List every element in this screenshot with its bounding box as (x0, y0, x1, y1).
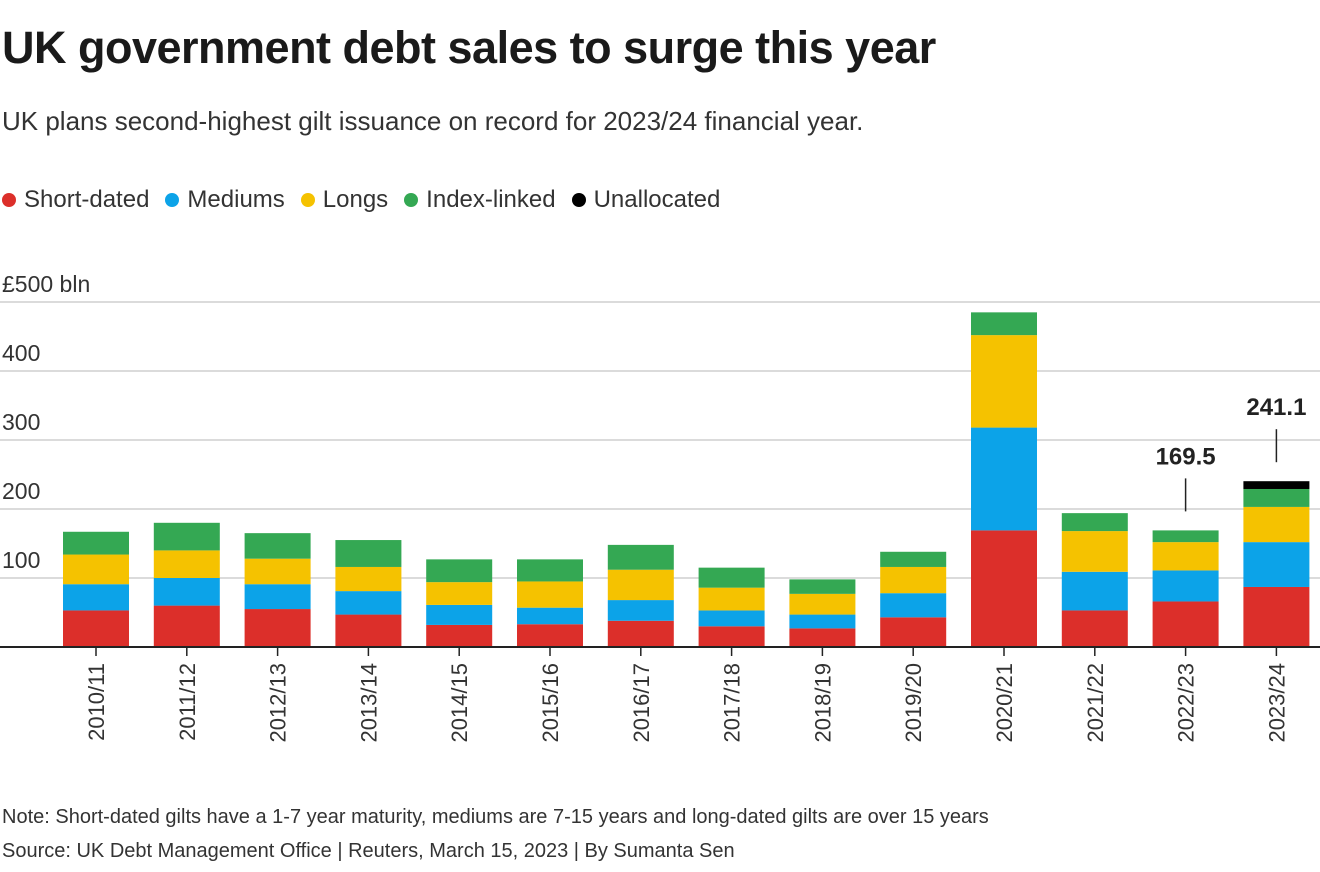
bar-segment-longs (153, 550, 220, 578)
bar-segment-short-dated (880, 617, 947, 647)
bar-segment-short-dated (698, 626, 765, 647)
legend-dot-longs (300, 193, 315, 207)
bar-segment-index-linked (1152, 530, 1219, 543)
annotation-label: 241.1 (1246, 394, 1306, 421)
x-tick-label: 2015/16 (538, 663, 563, 743)
bar-segment-index-linked (335, 540, 402, 567)
x-tick-label: 2017/18 (720, 663, 745, 743)
bar-segment-longs (63, 554, 129, 585)
bar-segment-mediums (1061, 571, 1128, 611)
bar-segment-mediums (1152, 570, 1219, 602)
legend-label: Longs (322, 186, 389, 213)
legend-dot-mediums (165, 193, 180, 207)
bar-segment-short-dated (971, 530, 1037, 647)
bar-segment-mediums (971, 427, 1037, 531)
x-tick-label: 2022/23 (1174, 663, 1199, 743)
bar-segment-short-dated (244, 609, 311, 647)
bar-segment-mediums (880, 593, 947, 618)
legend: Short-dated Mediums Longs Index-linked U… (2, 186, 736, 214)
bar-segment-longs (426, 582, 493, 605)
bar-segment-index-linked (244, 533, 311, 559)
bar-segment-index-linked (1061, 513, 1128, 532)
bar-segment-index-linked (698, 567, 765, 588)
x-tick-label: 2011/12 (175, 663, 200, 741)
legend-item-short-dated: Short-dated (2, 186, 149, 214)
bar-segment-short-dated (335, 614, 402, 647)
legend-dot-short-dated (2, 193, 16, 207)
bar-segment-mediums (335, 591, 402, 615)
bar-segment-index-linked (971, 312, 1037, 336)
bar-segment-index-linked (880, 551, 947, 567)
stacked-bar-chart: 100 200 300 400 £500 bln 2010/11 2011/12 2012/1… (0, 271, 1320, 743)
bar-segment-index-linked (63, 531, 129, 555)
bar-segment-mediums (63, 584, 129, 611)
legend-label: Mediums (187, 186, 285, 213)
legend-item-longs: Longs (300, 186, 389, 214)
legend-label: Index-linked (426, 186, 556, 213)
y-tick-label: 400 (2, 340, 40, 366)
legend-item-index-linked: Index-linked (404, 186, 556, 214)
bar-segment-mediums (426, 604, 493, 625)
source-line: Source: UK Debt Management Office | Reut… (2, 840, 735, 862)
bar-segment-longs (880, 566, 947, 594)
bar-segment-index-linked (517, 559, 583, 582)
bar-segment-short-dated (1152, 601, 1219, 647)
y-tick-label: 300 (2, 409, 40, 435)
legend-item-unallocated: Unallocated (571, 186, 721, 214)
bar-segment-mediums (789, 614, 856, 629)
y-tick-label: 100 (2, 547, 40, 573)
bar-segment-longs (971, 335, 1037, 428)
x-tick-label: 2016/17 (629, 663, 654, 743)
bar-segment-index-linked (426, 559, 493, 583)
chart-title: UK government debt sales to surge this y… (2, 22, 936, 73)
x-tick-label: 2021/22 (1083, 663, 1108, 743)
chart-subtitle: UK plans second-highest gilt issuance on… (2, 106, 864, 136)
bar-segment-unallocated (1243, 481, 1310, 489)
bar-segment-index-linked (153, 522, 220, 551)
bar-segment-mediums (1243, 542, 1310, 587)
legend-dot-index-linked (404, 193, 419, 207)
bar-segment-longs (335, 566, 402, 592)
legend-label: Unallocated (593, 186, 721, 213)
bar-segment-longs (1243, 506, 1310, 543)
y-tick-label: 200 (2, 478, 40, 504)
bar-segment-longs (698, 587, 765, 611)
bar-segment-mediums (517, 607, 583, 625)
x-tick-label: 2018/19 (810, 663, 835, 743)
x-tick-label: 2014/15 (447, 663, 472, 743)
legend-dot-unallocated (571, 193, 586, 207)
bar-segment-short-dated (426, 624, 493, 647)
footnote: Note: Short-dated gilts have a 1-7 year … (2, 806, 989, 828)
bar-segment-short-dated (1243, 586, 1310, 647)
legend-label: Short-dated (24, 186, 150, 213)
bar-segment-index-linked (1243, 488, 1310, 507)
x-tick-label: 2020/21 (992, 663, 1017, 743)
bar-segment-mediums (153, 578, 220, 606)
x-tick-label: 2019/20 (901, 663, 926, 743)
bar-segment-longs (1061, 531, 1128, 572)
bar-segment-short-dated (517, 624, 583, 647)
bar-segment-mediums (698, 610, 765, 627)
legend-item-mediums: Mediums (165, 186, 285, 214)
x-tick-label: 2010/11 (84, 663, 109, 741)
bar-segment-short-dated (1061, 610, 1128, 647)
bar-segment-index-linked (607, 544, 674, 570)
bar-segment-index-linked (789, 579, 856, 594)
bar-segment-short-dated (153, 605, 220, 647)
annotation-label: 169.5 (1156, 443, 1216, 470)
bar-segment-longs (789, 593, 856, 615)
bar-segment-mediums (607, 600, 674, 621)
bar-segment-mediums (244, 584, 311, 610)
bar-segment-short-dated (789, 628, 856, 647)
bar-segment-longs (244, 558, 311, 585)
bar-segment-longs (1152, 542, 1219, 571)
bar-segment-short-dated (607, 620, 674, 647)
x-tick-label: 2023/24 (1264, 663, 1289, 743)
y-tick-label: £500 bln (2, 271, 90, 297)
bar-segment-longs (607, 569, 674, 601)
bar-segment-longs (517, 581, 583, 608)
x-tick-label: 2013/14 (356, 663, 381, 743)
bar-segment-short-dated (63, 610, 129, 647)
x-tick-label: 2012/13 (266, 663, 291, 743)
